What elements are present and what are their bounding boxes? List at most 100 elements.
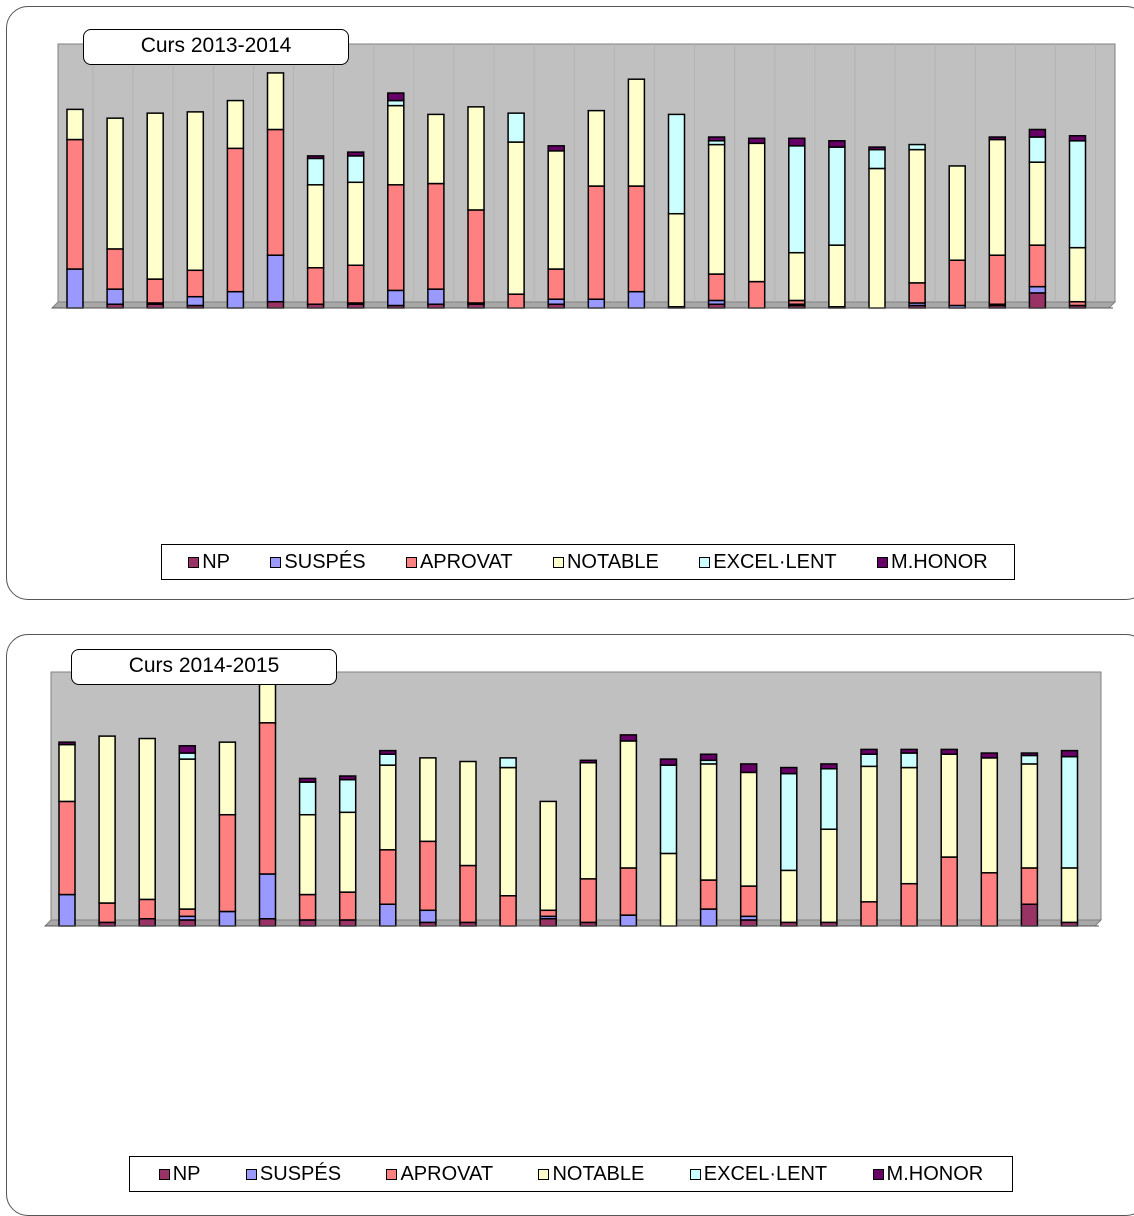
legend-swatch	[270, 556, 282, 568]
bar-segment	[747, 137, 766, 145]
legend-label: NP	[172, 1162, 201, 1185]
bar-segment	[788, 251, 806, 302]
bar-segment	[747, 142, 766, 283]
bar-segment	[948, 259, 966, 307]
bar-segment	[306, 157, 325, 186]
legend-swatch	[552, 556, 564, 568]
bar-segment	[66, 108, 84, 141]
bar-segment	[346, 264, 365, 304]
bar-segment	[306, 267, 325, 305]
bar-segment	[667, 212, 686, 308]
legend-item-excellent: EXCEL·LENT	[689, 1163, 827, 1186]
bar-segment	[338, 811, 357, 893]
legend-label: EXCEL·LENT	[713, 550, 837, 573]
bar-segment	[138, 737, 156, 901]
bar-segment	[178, 752, 197, 760]
bar-segment	[780, 772, 798, 872]
bar-segment	[868, 167, 886, 309]
bar-segment	[780, 869, 798, 924]
bar-segment	[499, 757, 517, 769]
bar-segment	[338, 778, 357, 814]
bar-segment	[820, 763, 838, 770]
legend-swatch	[877, 556, 889, 568]
bar-segment	[226, 99, 245, 150]
bar-segment	[66, 138, 84, 270]
bar-segment	[828, 244, 846, 308]
bar-segment	[186, 295, 205, 307]
bar-segment	[266, 300, 285, 309]
bar-segment	[1060, 867, 1079, 924]
bar-segment	[387, 99, 405, 107]
bar-segment	[186, 269, 205, 298]
bar-segment	[788, 145, 806, 254]
bar-segment	[1068, 140, 1087, 249]
bar-segment	[387, 104, 405, 186]
bar-segment	[587, 185, 606, 300]
bar-segment	[579, 878, 598, 924]
legend-item-notable: NOTABLE	[538, 1163, 644, 1186]
bar-segment	[379, 764, 397, 851]
bar-segment	[338, 891, 357, 921]
bar-segment	[900, 882, 918, 927]
bar-segment	[226, 290, 245, 309]
bar-segment	[106, 117, 124, 250]
chart-panel-2014-2015: Curs 2014-2015 NP SUSPÉS APROVAT NOTABLE…	[6, 634, 1134, 1216]
bar-segment	[427, 113, 445, 185]
bar-segment	[98, 735, 116, 904]
legend-label: M.HONOR	[891, 550, 988, 573]
bar-segment	[980, 872, 999, 927]
bar-segment	[507, 141, 525, 295]
bar-segment	[66, 268, 84, 309]
bar-segment	[988, 254, 1007, 305]
legend-label: SUSPÉS	[259, 1162, 342, 1185]
bar-segment	[860, 748, 878, 755]
bar-segment	[306, 184, 325, 269]
bar-segment	[868, 146, 886, 151]
bar-segment	[659, 758, 678, 766]
bar-segment	[1020, 763, 1039, 869]
bar-segment	[619, 740, 638, 869]
bar-segment	[820, 768, 838, 830]
bar-segment	[258, 917, 277, 927]
bar-segment	[459, 864, 477, 924]
bar-segment	[218, 741, 237, 816]
bar-segment	[266, 72, 285, 131]
legend-label: NOTABLE	[552, 1162, 645, 1185]
bar-segment	[619, 734, 638, 742]
bar-segment	[547, 298, 565, 305]
legend-label: SUSPÉS	[284, 550, 366, 573]
bar-segment	[627, 185, 646, 293]
bar-segment	[940, 748, 958, 755]
bar-segment	[739, 885, 758, 918]
bar-segment	[178, 919, 197, 927]
legend-item-suspes: SUSPÉS	[245, 1162, 342, 1186]
bar-segment	[780, 766, 798, 775]
legend-item-notable: NOTABLE	[552, 551, 659, 574]
bar-segment	[1060, 749, 1079, 758]
bar-segment	[379, 753, 397, 766]
bar-segment	[860, 765, 878, 903]
bar-segment	[908, 143, 926, 151]
legend-item-aprovat: APROVAT	[386, 1163, 493, 1186]
bar-segment	[940, 856, 958, 927]
legend-swatch	[188, 556, 200, 568]
bar-segment	[1068, 135, 1087, 142]
legend-swatch	[538, 1168, 550, 1180]
chart-panel-2013-2014: Curs 2013-2014 NP SUSPÉS APROVAT NOTABLE…	[6, 6, 1134, 600]
bar-segment	[707, 273, 726, 302]
bar-segment	[539, 917, 557, 927]
bar-segment	[707, 136, 726, 142]
bar-segment	[1028, 292, 1047, 309]
bar-segment	[828, 140, 846, 148]
bar-segment	[940, 753, 958, 858]
bar-segment	[860, 753, 878, 768]
bar-segment	[427, 288, 445, 305]
legend-label: APROVAT	[419, 550, 513, 573]
bar-segment	[146, 278, 164, 304]
bar-segment	[58, 741, 76, 746]
bar-segment	[547, 150, 565, 270]
bar-segment	[507, 293, 525, 309]
bar-segment	[298, 781, 317, 816]
bar-segment	[788, 137, 806, 147]
bar-segment	[467, 106, 485, 211]
